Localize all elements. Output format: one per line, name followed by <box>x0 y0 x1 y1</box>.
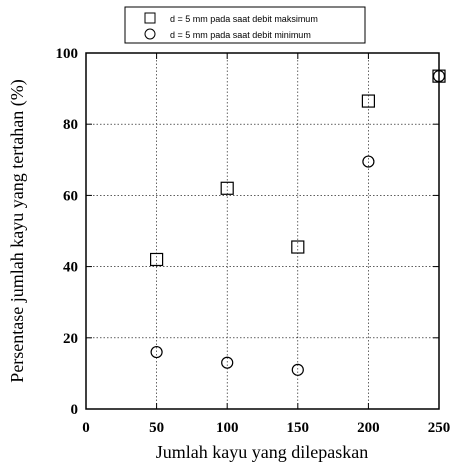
x-tick-label: 50 <box>149 420 164 436</box>
plot-area <box>85 52 440 410</box>
x-tick-label: 200 <box>357 420 380 436</box>
data-point-maksimum <box>361 94 375 108</box>
y-tick-label: 100 <box>56 46 79 62</box>
data-point-minimum <box>221 356 234 369</box>
legend-square-marker <box>144 12 156 24</box>
data-point-minimum <box>362 155 375 168</box>
x-axis-title: Jumlah kayu yang dilepaskan <box>156 442 368 462</box>
axis-ticks: 0 50 100 150 200 250 0 20 40 60 80 100 <box>56 46 451 436</box>
legend-label-maksimum: d = 5 mm pada saat debit maksimum <box>170 14 318 24</box>
legend-circle-marker <box>144 28 156 40</box>
x-tick-label: 100 <box>216 420 239 436</box>
y-tick-label: 80 <box>63 117 78 133</box>
y-tick-label: 20 <box>63 331 78 347</box>
y-axis-title: Persentase jumlah kayu yang tertahan (%) <box>7 79 28 382</box>
data-point-maksimum <box>291 240 305 254</box>
data-point-minimum <box>291 363 304 376</box>
y-tick-label: 0 <box>71 402 79 418</box>
x-tick-label: 250 <box>428 420 451 436</box>
gridlines <box>86 53 439 409</box>
legend-box <box>124 6 366 44</box>
x-tick-label: 0 <box>82 420 90 436</box>
data-point-minimum <box>150 345 163 359</box>
legend-label-minimum: d = 5 mm pada saat debit minimum <box>170 30 311 40</box>
data-point-maksimum <box>150 252 164 267</box>
y-tick-label: 60 <box>63 188 78 204</box>
legend: d = 5 mm pada saat debit maksimum d = 5 … <box>124 6 366 44</box>
y-tick-label: 40 <box>63 260 78 276</box>
data-point-maksimum <box>220 181 234 195</box>
x-tick-label: 150 <box>287 420 310 436</box>
